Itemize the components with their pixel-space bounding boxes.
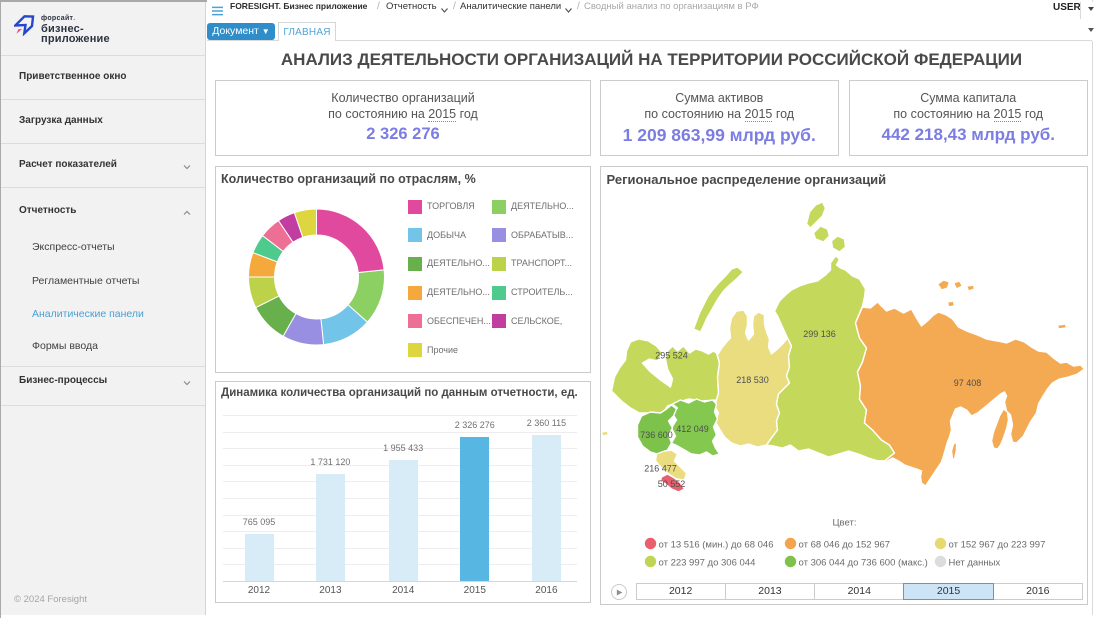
- svg-text:от 306 044 до 736 600 (макс.): от 306 044 до 736 600 (макс.): [798, 558, 927, 569]
- svg-text:218 530: 218 530: [736, 375, 769, 385]
- svg-text:от 13 516 (мин.) до 68 046: от 13 516 (мин.) до 68 046: [658, 540, 773, 551]
- svg-text:50 552: 50 552: [657, 479, 685, 489]
- svg-text:Цвет:: Цвет:: [832, 518, 856, 529]
- svg-text:736 600: 736 600: [640, 430, 673, 440]
- svg-text:216 477: 216 477: [644, 464, 677, 474]
- svg-text:97 408: 97 408: [953, 378, 981, 388]
- svg-text:от 68 046 до 152 967: от 68 046 до 152 967: [798, 540, 890, 551]
- svg-text:295 524: 295 524: [655, 351, 688, 361]
- svg-text:от 152 967 до 223 997: от 152 967 до 223 997: [948, 540, 1045, 551]
- svg-text:Нет данных: Нет данных: [948, 558, 1000, 569]
- svg-text:412 049: 412 049: [676, 424, 709, 434]
- svg-text:299 136: 299 136: [803, 329, 836, 339]
- svg-text:от 223 997 до 306 044: от 223 997 до 306 044: [658, 558, 755, 569]
